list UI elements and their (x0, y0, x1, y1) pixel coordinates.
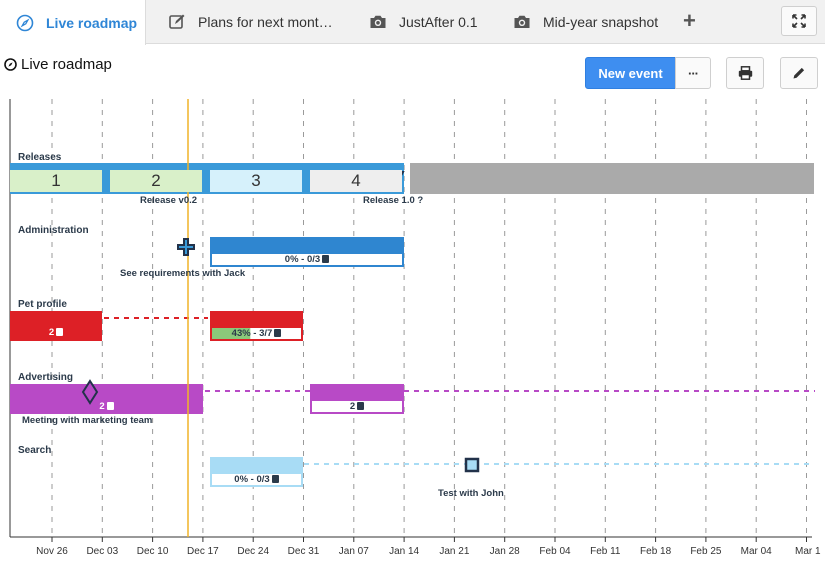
see-requirements-label: See requirements with Jack (120, 268, 246, 279)
requirements-milestone-icon[interactable] (177, 238, 195, 256)
axis-date-label: Jan 07 (338, 546, 369, 557)
advertising-bar-1[interactable] (10, 384, 203, 414)
advertising-count-2-value: 2 (349, 401, 356, 412)
tab-live-roadmap[interactable]: Live roadmap (0, 0, 146, 45)
pet-profile-progress-value: 43% - 3/7 (231, 328, 273, 339)
admin-progress-value: 0% - 0/3 (284, 254, 321, 265)
timeline-canvas (9, 99, 815, 542)
sprint-1[interactable]: 1 (10, 170, 102, 192)
tab-label: Live roadmap (46, 14, 138, 31)
marketing-meeting-label: Meeting with marketing team (22, 415, 153, 426)
test-with-john-label: Test with John (438, 488, 504, 499)
pet-profile-bar-1[interactable] (10, 311, 102, 341)
axis-date-label: Feb 11 (590, 546, 621, 557)
pet-profile-count-1-value: 2 (48, 327, 55, 338)
tab-plans-next-month[interactable]: Plans for next mont… (168, 0, 333, 44)
axis-date-label: Dec 17 (187, 546, 219, 557)
print-button[interactable] (726, 57, 764, 89)
expand-icon (792, 14, 806, 28)
axis-date-label: Dec 24 (237, 546, 270, 557)
axis-date-label: Dec 10 (136, 546, 169, 557)
task-icon (271, 475, 279, 483)
edit-icon (169, 14, 185, 29)
marketing-meeting-milestone-icon[interactable] (81, 379, 99, 405)
sprint-4[interactable]: 4 (310, 170, 402, 192)
search-progress-value: 0% - 0/3 (234, 474, 270, 485)
tab-label: Mid-year snapshot (543, 14, 659, 30)
task-icon (56, 328, 64, 336)
axis-date-label: Jan 14 (389, 546, 420, 557)
advertising-count-1: 2 (10, 401, 203, 412)
axis-date-label: Jan 21 (439, 546, 470, 557)
tab-label: JustAfter 0.1 (399, 14, 478, 30)
search-progress-text: 0% - 0/3 (212, 474, 301, 485)
more-options-button[interactable]: ··· (675, 57, 711, 89)
fullscreen-button[interactable] (781, 6, 817, 36)
lane-label-administration: Administration (18, 225, 89, 236)
pet-profile-progress-text: 43% - 3/7 (212, 328, 301, 339)
pet-profile-count-1: 2 (10, 327, 102, 338)
axis-date-label: Mar 1 (795, 546, 821, 557)
axis-date-label: Dec 31 (287, 546, 320, 557)
release-v02-label: Release v0.2 (140, 195, 198, 206)
lane-label-advertising: Advertising (18, 372, 74, 383)
task-icon (106, 402, 114, 410)
compass-icon (4, 58, 17, 71)
compass-icon (16, 14, 34, 31)
lane-label-releases: Releases (18, 152, 62, 163)
page-title-text: Live roadmap (21, 56, 112, 73)
advertising-count-1-value: 2 (99, 401, 105, 412)
pet-profile-progress-fill (212, 328, 251, 339)
camera-icon (370, 15, 386, 28)
axis-date-label: Nov 26 (36, 546, 68, 557)
tab-label: Plans for next mont… (198, 14, 333, 30)
page-title: Live roadmap (4, 56, 112, 73)
lane-label-pet-profile: Pet profile (18, 299, 67, 310)
task-icon (357, 402, 365, 410)
add-tab-icon[interactable]: + (683, 8, 696, 33)
admin-progress-track (212, 254, 402, 265)
axis-date-label: Mar 04 (740, 546, 772, 557)
advertising-progress-track (312, 401, 402, 412)
tab-mid-year-snapshot[interactable]: Mid-year snapshot (513, 0, 658, 44)
admin-progress-text: 0% - 0/3 (212, 254, 402, 265)
release-10-label: Release 1.0 ? (363, 195, 424, 206)
axis-date-label: Jan 28 (489, 546, 520, 557)
pencil-icon (793, 67, 805, 79)
pet-profile-progress-track (212, 328, 301, 339)
sprint-2[interactable]: 2 (110, 170, 202, 192)
tab-justafter[interactable]: JustAfter 0.1 (369, 0, 478, 44)
printer-icon (738, 66, 752, 80)
edit-button[interactable] (780, 57, 818, 89)
test-with-john-milestone-icon[interactable] (464, 457, 480, 473)
axis-date-label: Dec 03 (86, 546, 119, 557)
axis-date-label: Feb 18 (640, 546, 672, 557)
roadmap-timeline: Releases Administration Pet profile Adve… (0, 95, 825, 561)
axis-ticks (51, 537, 807, 542)
new-event-button[interactable]: New event (585, 57, 676, 89)
releases-future-bar[interactable] (410, 163, 814, 194)
tab-bar: Live roadmap Plans for next mont… JustAf… (0, 0, 825, 45)
advertising-count-2: 2 (312, 401, 402, 412)
camera-icon (514, 15, 530, 28)
search-progress-track (212, 474, 301, 485)
task-icon (274, 329, 282, 337)
task-icon (322, 255, 330, 263)
axis-date-label: Feb 25 (690, 546, 722, 557)
axis-date-label: Feb 04 (539, 546, 571, 557)
sprint-3[interactable]: 3 (210, 170, 302, 192)
lane-label-search: Search (18, 445, 52, 456)
